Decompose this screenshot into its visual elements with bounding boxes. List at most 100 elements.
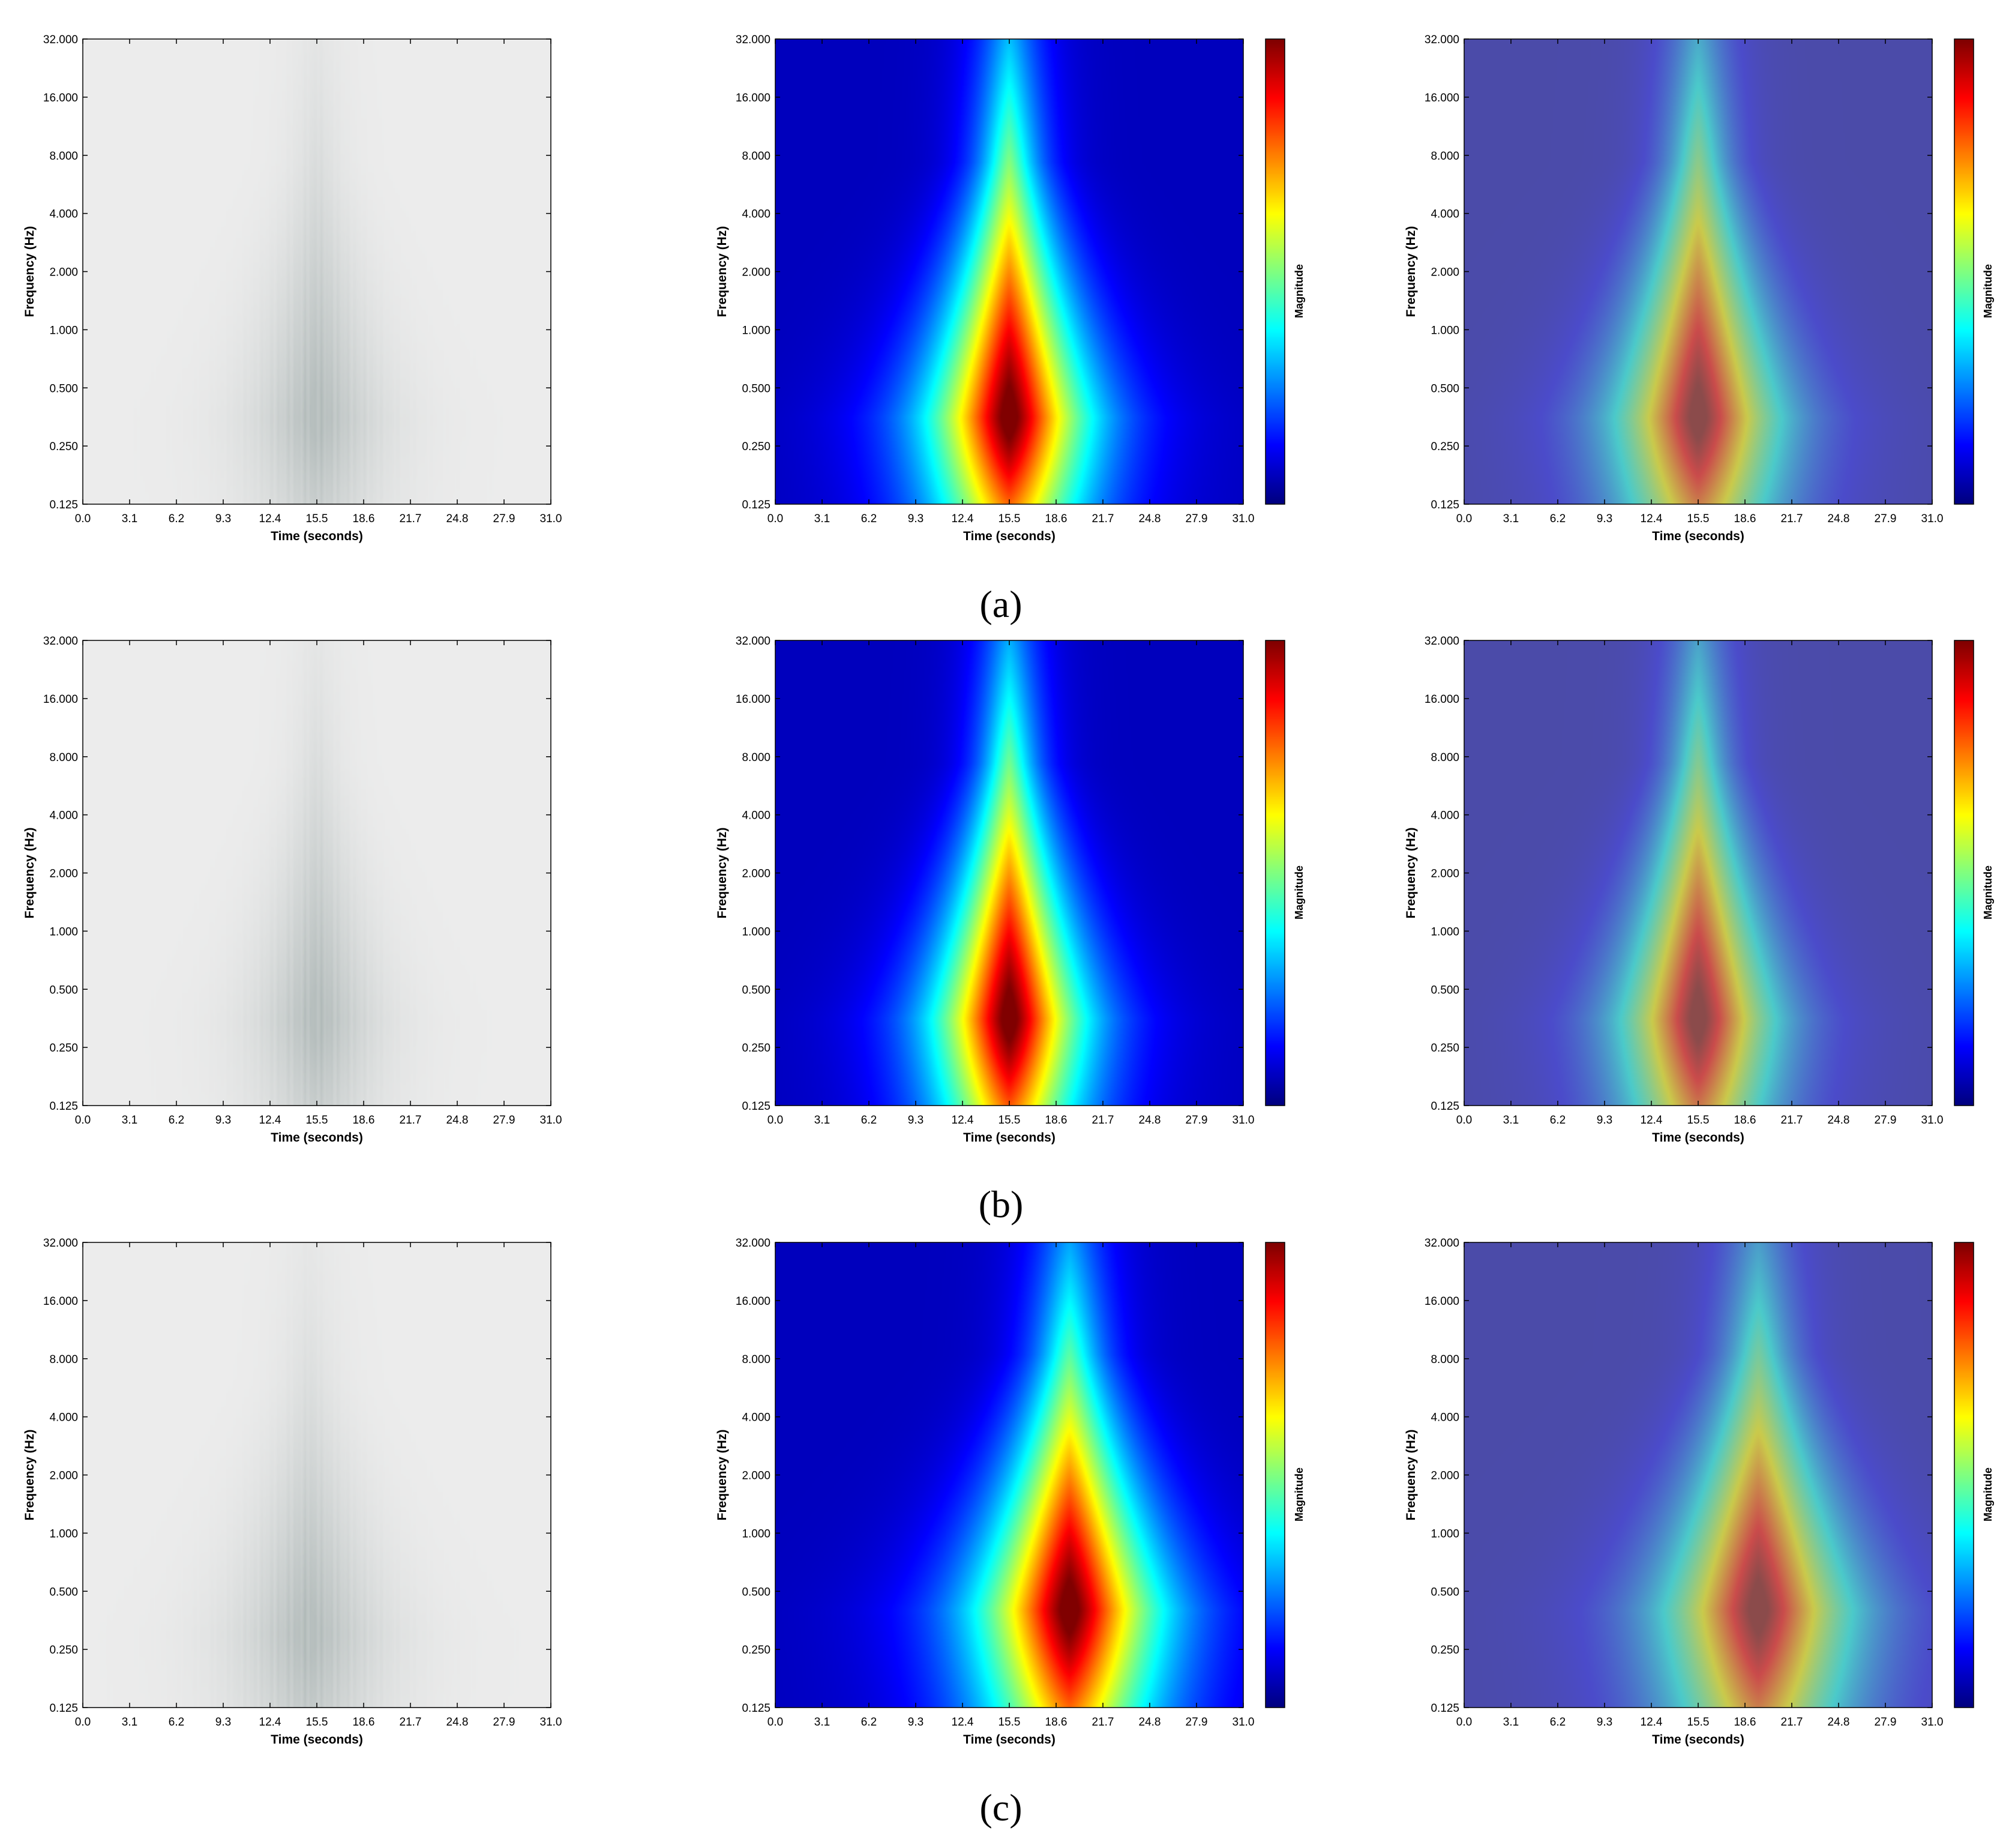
y-tick-label: 0.125 xyxy=(1431,1702,1459,1715)
colorbar xyxy=(1954,39,1974,504)
y-tick-label: 0.250 xyxy=(742,1644,770,1657)
x-tick-label: 24.8 xyxy=(1828,513,1850,525)
y-tick-label: 16.000 xyxy=(1425,1295,1459,1308)
x-tick-label: 12.4 xyxy=(1641,1114,1663,1127)
y-tick-label: 0.500 xyxy=(1431,1586,1459,1598)
x-axis-label: Time (seconds) xyxy=(963,1131,1056,1145)
colorbar xyxy=(1954,1242,1974,1708)
y-axis-label: Frequency (Hz) xyxy=(715,828,729,919)
y-tick-label: 2.000 xyxy=(1431,1470,1459,1482)
y-tick-label: 2.000 xyxy=(1431,266,1459,279)
y-tick-label: 4.000 xyxy=(49,208,78,221)
colorbar-frame xyxy=(1265,1242,1285,1708)
y-tick-label: 1.000 xyxy=(742,1527,770,1540)
y-axis-label: Frequency (Hz) xyxy=(23,226,37,318)
x-tick-label: 31.0 xyxy=(1233,1114,1255,1127)
x-axis-label: Time (seconds) xyxy=(271,529,363,543)
chart-panel-b-3: 0.0 3.1 6.2 9.3 12.4 15.5 18.6 21.7 24.8 27.9 31.0… xyxy=(1404,635,1994,1145)
y-tick-label: 0.250 xyxy=(1431,441,1459,453)
x-tick-label: 21.7 xyxy=(400,1716,422,1729)
heatmap-image xyxy=(83,39,551,504)
colorbar xyxy=(1954,640,1974,1106)
x-tick-label: 21.7 xyxy=(1092,1114,1114,1127)
colorbar-frame xyxy=(1265,640,1285,1106)
x-tick-label: 24.8 xyxy=(1828,1114,1850,1127)
colorbar xyxy=(1266,39,1285,504)
y-tick-label: 0.125 xyxy=(49,499,78,511)
heatmap-image xyxy=(775,640,1243,1106)
y-tick-label: 32.000 xyxy=(1425,34,1459,46)
y-tick-label: 0.250 xyxy=(742,441,770,453)
y-tick-label: 8.000 xyxy=(1431,1353,1459,1366)
x-tick-label: 12.4 xyxy=(259,1114,281,1127)
chart-panel-a-3: 0.0 3.1 6.2 9.3 12.4 15.5 18.6 21.7 24.8 27.9 31.0… xyxy=(1404,34,1994,543)
y-tick-label: 8.000 xyxy=(742,751,770,764)
y-tick-label: 0.500 xyxy=(742,984,770,996)
heatmap-image xyxy=(1464,640,1932,1106)
chart-panel-c-1: 0.0 3.1 6.2 9.3 12.4 15.5 18.6 21.7 24.8 27.9 31.0… xyxy=(23,1237,562,1747)
y-tick-label: 4.000 xyxy=(1431,810,1459,822)
y-tick-label: 0.500 xyxy=(49,1586,78,1598)
heatmap-image xyxy=(1464,39,1932,504)
y-tick-label: 8.000 xyxy=(49,751,78,764)
y-tick-label: 4.000 xyxy=(742,1412,770,1424)
y-tick-label: 8.000 xyxy=(742,150,770,163)
y-tick-label: 0.250 xyxy=(49,1644,78,1657)
y-tick-label: 32.000 xyxy=(43,635,78,648)
colorbar-label: Magnitude xyxy=(1982,264,1994,318)
y-tick-label: 16.000 xyxy=(736,92,770,104)
y-tick-label: 4.000 xyxy=(742,208,770,221)
x-tick-label: 12.4 xyxy=(259,513,281,525)
x-tick-label: 9.3 xyxy=(1597,1716,1612,1729)
y-tick-label: 1.000 xyxy=(742,926,770,938)
chart-panel-a-2: 0.0 3.1 6.2 9.3 12.4 15.5 18.6 21.7 24.8 27.9 31.0… xyxy=(715,34,1305,543)
x-tick-label: 0.0 xyxy=(75,513,91,525)
y-tick-label: 4.000 xyxy=(49,1412,78,1424)
y-tick-label: 0.125 xyxy=(1431,1100,1459,1113)
y-tick-label: 8.000 xyxy=(49,1353,78,1366)
colorbar-frame xyxy=(1954,38,1974,505)
x-tick-label: 9.3 xyxy=(1597,1114,1612,1127)
y-tick-label: 16.000 xyxy=(1425,92,1459,104)
y-tick-label: 0.125 xyxy=(49,1702,78,1715)
y-axis-label: Frequency (Hz) xyxy=(715,1430,729,1521)
x-tick-label: 12.4 xyxy=(259,1716,281,1729)
y-tick-label: 0.125 xyxy=(742,499,770,511)
heatmap-image xyxy=(83,640,551,1106)
x-tick-label: 0.0 xyxy=(75,1716,91,1729)
y-tick-label: 0.125 xyxy=(742,1702,770,1715)
x-tick-label: 24.8 xyxy=(446,513,469,525)
y-tick-label: 0.500 xyxy=(742,1586,770,1598)
y-tick-label: 32.000 xyxy=(736,34,770,46)
x-tick-label: 15.5 xyxy=(1687,513,1710,525)
y-axis-label: Frequency (Hz) xyxy=(1404,226,1418,318)
x-tick-label: 27.9 xyxy=(493,1716,515,1729)
x-tick-label: 6.2 xyxy=(1550,1716,1566,1729)
colorbar-label: Magnitude xyxy=(1293,264,1305,318)
x-tick-label: 0.0 xyxy=(1456,1716,1472,1729)
y-tick-label: 0.500 xyxy=(49,382,78,395)
y-tick-label: 16.000 xyxy=(736,693,770,706)
x-axis-label: Time (seconds) xyxy=(271,1733,363,1747)
x-tick-label: 15.5 xyxy=(306,1114,328,1127)
x-tick-label: 6.2 xyxy=(861,513,877,525)
y-tick-label: 0.250 xyxy=(49,1042,78,1055)
y-tick-label: 16.000 xyxy=(736,1295,770,1308)
chart-panel-c-3: 0.0 3.1 6.2 9.3 12.4 15.5 18.6 21.7 24.8 27.9 31.0… xyxy=(1404,1237,1994,1747)
x-tick-label: 21.7 xyxy=(1092,1716,1114,1729)
y-tick-label: 4.000 xyxy=(1431,1412,1459,1424)
heatmap-image xyxy=(83,1242,551,1708)
x-tick-label: 31.0 xyxy=(1921,1114,1944,1127)
x-tick-label: 31.0 xyxy=(540,1716,562,1729)
y-tick-label: 32.000 xyxy=(1425,1237,1459,1250)
x-axis-label: Time (seconds) xyxy=(963,529,1056,543)
chart-panel-a-1: 0.0 3.1 6.2 9.3 12.4 15.5 18.6 21.7 24.8 27.9 31.0… xyxy=(23,34,562,543)
y-tick-label: 8.000 xyxy=(742,1353,770,1366)
x-tick-label: 27.9 xyxy=(1875,1716,1897,1729)
x-tick-label: 27.9 xyxy=(1186,1716,1208,1729)
x-tick-label: 24.8 xyxy=(1139,1716,1161,1729)
x-tick-label: 27.9 xyxy=(493,513,515,525)
x-tick-label: 3.1 xyxy=(814,513,830,525)
row-caption-a: (a) xyxy=(979,583,1023,625)
colorbar xyxy=(1266,640,1285,1106)
